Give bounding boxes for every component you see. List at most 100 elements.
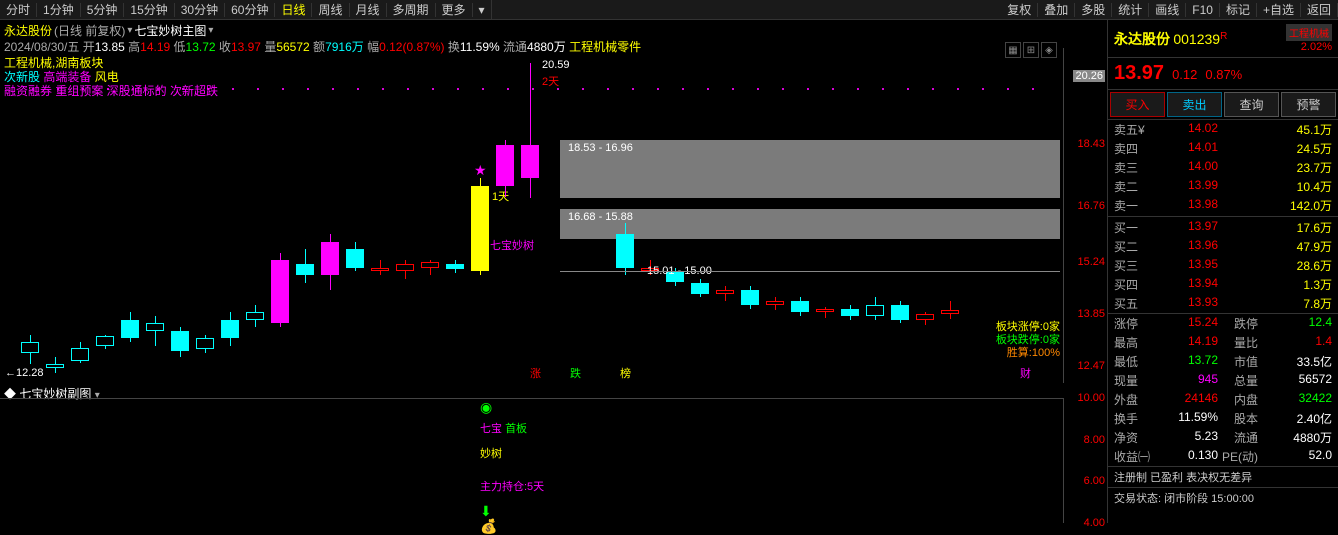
sub-marker: ◉ [480, 399, 492, 416]
action-buttons: 买入 卖出 查询 预警 [1108, 90, 1338, 120]
candle[interactable] [521, 48, 539, 383]
ask-row[interactable]: 卖四14.0124.5万 [1108, 139, 1338, 158]
toolbtn-F10[interactable]: F10 [1186, 3, 1220, 17]
ask-row[interactable]: 卖三14.0023.7万 [1108, 158, 1338, 177]
candle[interactable] [71, 48, 89, 383]
dropdown-icon[interactable]: ▾ [473, 0, 492, 20]
ask-row[interactable]: 卖二13.9910.4万 [1108, 177, 1338, 196]
candle[interactable] [196, 48, 214, 383]
candle[interactable] [446, 48, 464, 383]
candle[interactable] [371, 48, 389, 383]
candle[interactable] [866, 48, 884, 383]
side-stock-name: 永达股份 [1114, 31, 1170, 47]
timeframe-周线[interactable]: 周线 [312, 3, 349, 17]
timeframe-15分钟[interactable]: 15分钟 [124, 3, 174, 17]
sub-marker: 七宝 首板 [480, 420, 527, 436]
candle[interactable] [171, 48, 189, 383]
ytick: 15.24 [1077, 256, 1105, 268]
candle[interactable] [891, 48, 909, 383]
marker-bang: 榜 [620, 365, 631, 381]
stat-row: 收益㈠0.130PE(动)52.0 [1108, 447, 1338, 466]
sub-marker: 主力持仓:5天 [480, 478, 544, 494]
timeframe-5分钟[interactable]: 5分钟 [81, 3, 125, 17]
candle[interactable] [791, 48, 809, 383]
bid-row[interactable]: 买四13.941.3万 [1108, 275, 1338, 294]
sell-button[interactable]: 卖出 [1167, 92, 1222, 117]
ytick: 13.85 [1077, 308, 1105, 320]
candle[interactable] [96, 48, 114, 383]
chevron-down-icon[interactable]: ▾ [127, 25, 132, 36]
ytick: 16.76 [1077, 200, 1105, 212]
candle[interactable] [421, 48, 439, 383]
candle[interactable] [691, 48, 709, 383]
toolbtn-复权[interactable]: 复权 [1001, 3, 1038, 17]
chart-area[interactable]: ▦ ⊞ ◈ 永达股份(日线 前复权) ▾ 七宝妙树主图 ▾ 2024/08/30… [0, 20, 1108, 523]
sub-indicator-canvas[interactable]: ◉七宝 首板妙树主力持仓:5天⬇💰 [0, 398, 1064, 523]
candle[interactable] [271, 48, 289, 383]
candle[interactable] [816, 48, 834, 383]
timeframe-多周期[interactable]: 多周期 [387, 3, 436, 17]
candle-annotation: 2天 [542, 73, 559, 89]
candle[interactable] [221, 48, 239, 383]
candle[interactable] [396, 48, 414, 383]
candle[interactable] [296, 48, 314, 383]
candle[interactable] [346, 48, 364, 383]
ytick: 20.26 [1073, 70, 1105, 82]
candle[interactable] [616, 48, 634, 383]
alert-button[interactable]: 预警 [1281, 92, 1336, 117]
candle[interactable] [121, 48, 139, 383]
buy-button[interactable]: 买入 [1110, 92, 1165, 117]
candle[interactable] [766, 48, 784, 383]
toolbtn-多股[interactable]: 多股 [1075, 3, 1112, 17]
timeframe-1分钟[interactable]: 1分钟 [37, 3, 81, 17]
ask-row[interactable]: 卖五¥14.0245.1万 [1108, 120, 1338, 139]
candle[interactable] [46, 48, 64, 383]
toolbtn-画线[interactable]: 画线 [1149, 3, 1186, 17]
candle[interactable] [471, 48, 489, 383]
orderbook: 卖五¥14.0245.1万卖四14.0124.5万卖三14.0023.7万卖二1… [1108, 120, 1338, 314]
bid-row[interactable]: 买一13.9717.6万 [1108, 218, 1338, 237]
stat-row: 净资5.23流通4880万 [1108, 428, 1338, 447]
registration-note: 注册制 已盈利 表决权无差异 [1108, 466, 1338, 487]
toolbtn-+自选[interactable]: +自选 [1257, 3, 1301, 17]
candle[interactable] [841, 48, 859, 383]
bid-row[interactable]: 买五13.937.8万 [1108, 294, 1338, 313]
timeframe-30分钟[interactable]: 30分钟 [175, 3, 225, 17]
toolbtn-叠加[interactable]: 叠加 [1038, 3, 1075, 17]
stock-name: 永达股份 [4, 22, 52, 39]
industry-badge[interactable]: 工程机械 [1286, 24, 1332, 41]
sub-marker: 妙树 [480, 445, 502, 461]
timeframe-分时[interactable]: 分时 [0, 3, 37, 17]
resistance-zone [560, 209, 1060, 239]
timeframe-日线[interactable]: 日线 [275, 3, 312, 17]
stat-row: 最高14.19量比1.4 [1108, 333, 1338, 352]
candle[interactable] [246, 48, 264, 383]
candle[interactable] [741, 48, 759, 383]
candlestick-canvas[interactable]: 18.53 - 16.9616.68 - 15.88··············… [0, 48, 1064, 383]
timeframe-60分钟[interactable]: 60分钟 [225, 3, 275, 17]
candle[interactable] [641, 48, 659, 383]
sub-ytick: 4.00 [1084, 517, 1105, 529]
candle[interactable] [941, 48, 959, 383]
candle[interactable] [321, 48, 339, 383]
query-button[interactable]: 查询 [1224, 92, 1279, 117]
candle[interactable] [496, 48, 514, 383]
bid-row[interactable]: 买二13.9647.9万 [1108, 237, 1338, 256]
stat-row: 外盘24146内盘32422 [1108, 390, 1338, 409]
candle[interactable] [916, 48, 934, 383]
timeframe-更多[interactable]: 更多 [436, 3, 473, 17]
qibao-label: 七宝妙树 [490, 237, 534, 253]
sub-ytick: 6.00 [1084, 475, 1105, 487]
candle[interactable] [21, 48, 39, 383]
timeframe-月线[interactable]: 月线 [350, 3, 387, 17]
candle[interactable] [146, 48, 164, 383]
toolbtn-标记[interactable]: 标记 [1220, 3, 1257, 17]
toolbtn-返回[interactable]: 返回 [1301, 3, 1338, 17]
candle[interactable] [666, 48, 684, 383]
ask-row[interactable]: 卖一13.98142.0万 [1108, 196, 1338, 215]
candle[interactable] [716, 48, 734, 383]
bid-row[interactable]: 买三13.9528.6万 [1108, 256, 1338, 275]
chevron-down-icon[interactable]: ▾ [208, 25, 213, 36]
ytick: 12.47 [1077, 360, 1105, 372]
toolbtn-统计[interactable]: 统计 [1112, 3, 1149, 17]
